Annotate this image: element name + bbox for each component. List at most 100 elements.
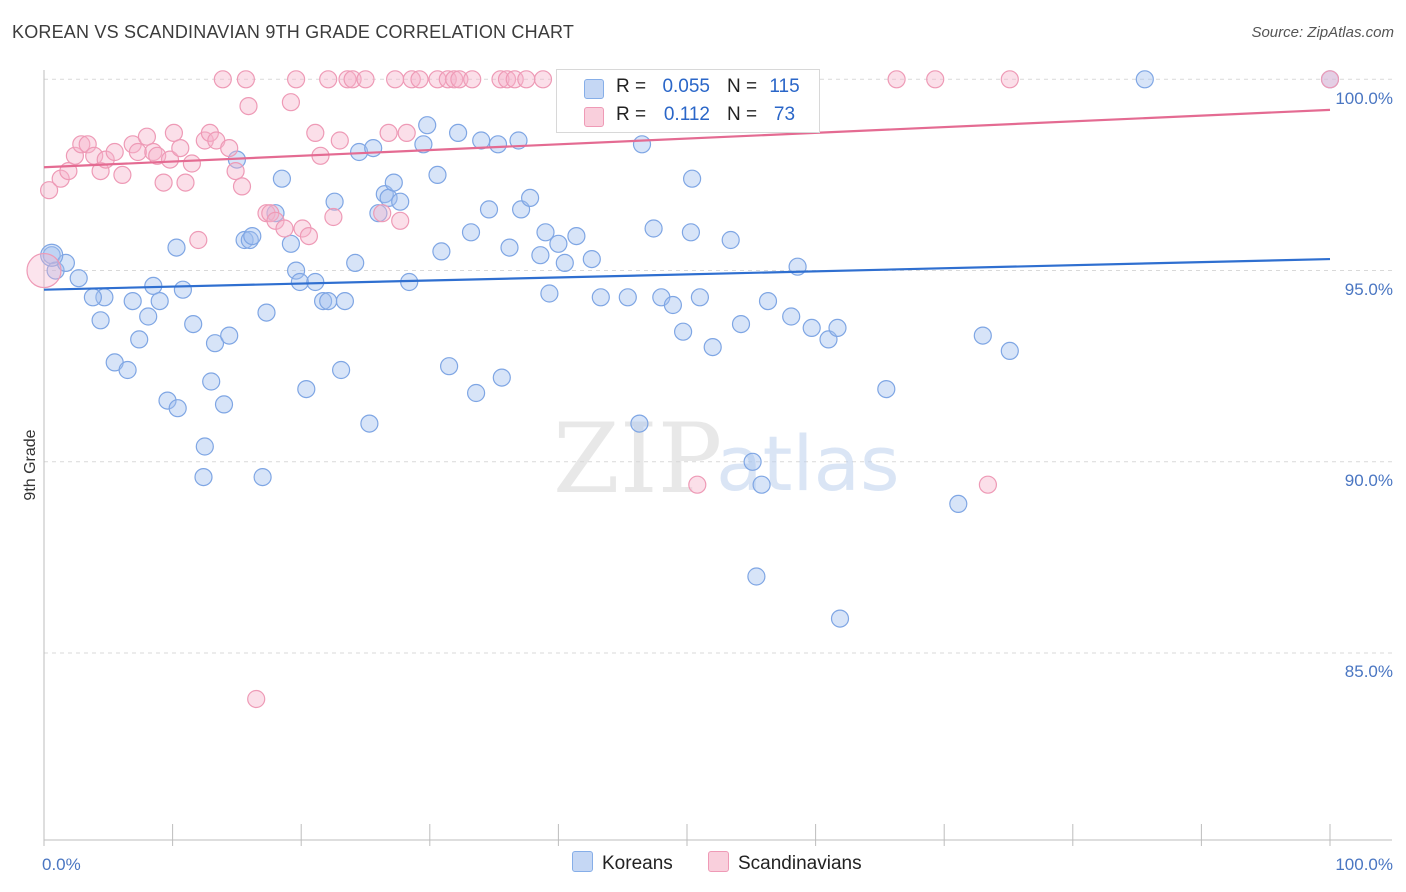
scatter-point-scandinavian xyxy=(293,219,312,238)
scatter-point-scandinavian xyxy=(182,154,201,173)
scatter-point-scandinavian xyxy=(39,181,59,200)
scatter-point-scandinavian xyxy=(463,70,482,89)
scatter-point-korean xyxy=(319,292,338,311)
y-tick-label: 85.0% xyxy=(1345,662,1393,681)
legend-label-scandinavians: Scandinavians xyxy=(738,853,862,874)
scatter-point-scandinavian xyxy=(232,177,252,196)
scatter-point-scandinavian xyxy=(247,689,266,709)
scatter-point-korean xyxy=(168,399,187,418)
legend-swatch-koreans xyxy=(572,851,593,872)
scatter-point-scandinavian xyxy=(343,70,362,89)
scatter-point-korean xyxy=(973,326,992,345)
scatter-point-korean xyxy=(253,468,272,487)
watermark-zip: ZIP xyxy=(553,403,722,515)
scatter-point-korean xyxy=(1135,70,1154,89)
scatter-point-korean xyxy=(205,334,225,353)
legend-n-value: 115 xyxy=(769,76,800,97)
scatter-point-scandinavian xyxy=(78,135,97,154)
legend-row-scandinavians: R = 0.112 N = 73 xyxy=(557,101,819,129)
scatter-point-korean xyxy=(384,173,403,192)
scatter-point-korean xyxy=(830,609,850,628)
y-axis-title: 9th Grade xyxy=(22,429,39,500)
scatter-point-korean xyxy=(432,242,451,261)
scatter-point-scandinavian xyxy=(450,70,469,89)
scatter-point-korean xyxy=(332,360,351,380)
scatter-point-scandinavian xyxy=(171,139,190,158)
trend-line-scandinavian xyxy=(43,108,1331,169)
watermark: ZIP atlas xyxy=(553,403,900,515)
scatter-point-korean xyxy=(540,284,559,303)
scatter-point-korean xyxy=(214,395,234,414)
scatter-point-korean xyxy=(287,261,306,280)
scatter-point-korean xyxy=(272,169,291,188)
scatter-point-korean xyxy=(731,315,751,334)
legend-item-scandinavians: Scandinavians xyxy=(708,851,862,875)
scatter-point-korean xyxy=(877,380,896,399)
scatter-point-korean xyxy=(479,200,499,219)
scatter-point-korean xyxy=(243,227,262,246)
scatter-point-korean xyxy=(828,318,847,337)
scatter-point-scandinavian xyxy=(154,173,173,192)
scatter-point-scandinavian xyxy=(200,123,219,142)
stats-legend: R = 0.055 N = 115 R = 0.112 N = 73 xyxy=(556,69,820,133)
scatter-point-scandinavian xyxy=(324,207,343,227)
legend-label-koreans: Koreans xyxy=(602,853,673,874)
scatter-point-scandinavian xyxy=(239,96,258,116)
scatter-point-korean xyxy=(549,234,568,253)
scatter-point-korean xyxy=(325,192,344,211)
scatter-point-scandinavian xyxy=(91,162,110,181)
scatter-point-scandinavian xyxy=(164,123,183,142)
scatter-point-korean xyxy=(194,468,213,487)
scatter-point-korean xyxy=(500,238,519,257)
scatter-point-korean xyxy=(369,204,388,223)
scatter-point-scandinavian xyxy=(137,127,156,146)
scatter-point-korean xyxy=(673,322,693,341)
scatter-point-scandinavian xyxy=(306,123,325,142)
scatter-point-scandinavian xyxy=(491,70,510,89)
scatter-point-scandinavian xyxy=(517,70,536,89)
legend-r-label: R = xyxy=(616,76,647,97)
scatter-point-scandinavian xyxy=(391,211,410,230)
scatter-point-korean xyxy=(360,414,379,433)
legend-n-value: 73 xyxy=(773,104,796,125)
scatter-point-korean xyxy=(281,234,300,253)
scatter-point-korean xyxy=(428,165,447,184)
legend-n-label: N = xyxy=(727,76,758,97)
scatter-point-korean xyxy=(782,307,801,326)
scatter-point-scandinavian xyxy=(51,169,70,188)
scatter-point-korean xyxy=(195,437,214,456)
scatter-point-korean xyxy=(758,292,778,311)
series-scandinavians xyxy=(26,70,1340,709)
scatter-point-korean xyxy=(69,269,88,288)
scatter-point-korean xyxy=(492,368,511,387)
x-tick-label-min: 0.0% xyxy=(42,855,81,874)
scatter-point-korean xyxy=(335,292,354,311)
scatter-point-korean xyxy=(314,292,333,311)
scatter-point-korean xyxy=(1000,341,1019,360)
scatter-point-scandinavian xyxy=(1000,70,1019,89)
scatter-point-korean xyxy=(158,391,177,410)
scatter-point-scandinavian xyxy=(978,475,998,494)
scatter-point-korean xyxy=(703,338,722,357)
scatter-point-scandinavian xyxy=(213,70,232,89)
legend-swatch-scandinavians xyxy=(708,851,729,872)
scatter-point-scandinavian xyxy=(128,142,147,162)
y-tick-label: 100.0% xyxy=(1335,89,1393,108)
trend-line-korean xyxy=(43,257,1331,291)
scatter-point-korean xyxy=(747,567,766,586)
scatter-point-korean xyxy=(220,326,239,345)
legend-row-koreans: R = 0.055 N = 115 xyxy=(557,73,819,101)
scatter-point-korean xyxy=(467,383,486,403)
scatter-point-korean xyxy=(632,135,652,154)
scatter-point-korean xyxy=(297,380,316,399)
scatter-point-korean xyxy=(567,227,586,246)
scatter-point-scandinavian xyxy=(887,70,906,89)
legend-swatch-koreans xyxy=(584,79,604,99)
scatter-point-korean xyxy=(663,295,683,315)
axes xyxy=(43,70,1392,846)
scatter-point-scandinavian xyxy=(65,146,85,165)
scatter-point-korean xyxy=(752,475,771,494)
scatter-point-korean xyxy=(681,223,701,242)
scatter-point-korean xyxy=(184,315,203,334)
